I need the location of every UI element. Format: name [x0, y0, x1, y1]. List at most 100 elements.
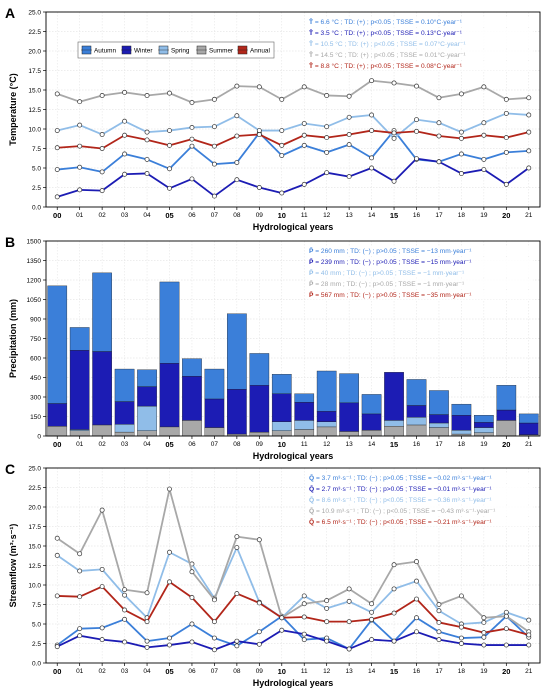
bar-spring-11 — [294, 420, 315, 430]
point-autumn-12 — [324, 149, 330, 155]
bar-autumn-06 — [182, 358, 202, 377]
panel-label: B — [5, 234, 15, 250]
x-tick-label: 12 — [323, 668, 331, 675]
panel-c: 0.0 2.5 5.0 7.5 10.0 12.5 15.0 17.5 20.0 22.5 25.0… — [5, 461, 541, 688]
point-autumn-04 — [144, 156, 150, 162]
point-autumn-18 — [458, 635, 464, 641]
x-tick-label: 15 — [390, 211, 398, 220]
point-summer-15 — [391, 80, 397, 86]
bar-winter-20 — [496, 409, 517, 421]
x-axis: 00 01 02 03 04 05 06 07 08 09 10 11 12 13 14 15 16 17 18 19… — [53, 663, 533, 676]
x-tick-label: 00 — [53, 211, 61, 220]
point-spring-08 — [234, 545, 240, 551]
legend-item-autumn: Autumn — [81, 45, 116, 55]
x-tick-label: 15 — [390, 440, 398, 449]
point-winter-07 — [211, 193, 217, 199]
annotation-variable: Q̄ — [309, 473, 314, 482]
point-spring-15 — [391, 586, 397, 592]
bar-winter-16 — [406, 405, 427, 418]
y-tick-label: 0 — [37, 433, 41, 440]
point-annual-02 — [99, 584, 105, 590]
annotation-line: Q̄ = 10.9 m³·s⁻¹ ; TD: (−) ; p<0.05 ; TS… — [309, 506, 496, 515]
x-axis-label: Hydrological years — [253, 678, 334, 688]
point-summer-20 — [503, 96, 509, 102]
point-summer-04 — [144, 93, 150, 98]
y-tick-label: 25.0 — [28, 465, 41, 472]
x-tick-label: 21 — [525, 441, 533, 448]
point-winter-03 — [122, 639, 128, 645]
bar-winter-04 — [137, 386, 157, 407]
bar-autumn-09 — [249, 353, 270, 386]
point-autumn-03 — [122, 151, 128, 157]
y-tick-label: 1200 — [27, 277, 42, 284]
point-autumn-06 — [189, 621, 195, 627]
point-spring-07 — [211, 124, 217, 130]
annotation-bg — [307, 484, 533, 494]
point-spring-00 — [54, 552, 60, 558]
x-tick-label: 00 — [53, 667, 61, 676]
point-summer-00 — [54, 91, 60, 97]
y-tick-label: 12.5 — [28, 107, 41, 114]
annotation-text: = 28 mm ; TD: (−) ; p>0.05 ; TSSE = −1 m… — [313, 281, 465, 288]
point-winter-21 — [526, 642, 532, 648]
bar-autumn-12 — [316, 370, 337, 412]
point-winter-10 — [279, 627, 285, 633]
series-line-annual — [57, 580, 530, 636]
point-autumn-13 — [346, 142, 352, 148]
series-lines — [54, 78, 532, 200]
point-summer-06 — [189, 100, 195, 105]
point-annual-20 — [503, 626, 509, 632]
point-winter-13 — [346, 174, 352, 180]
point-winter-16 — [414, 629, 419, 635]
y-tick-label: 10.0 — [28, 126, 41, 133]
bar-spring-19 — [474, 427, 494, 433]
y-axis-label: Precipitation (mm) — [8, 299, 18, 378]
point-summer-16 — [414, 559, 419, 565]
point-annual-01 — [77, 594, 83, 600]
point-summer-09 — [256, 537, 262, 543]
y-tick-label: 20.0 — [28, 504, 41, 511]
bar-winter-14 — [361, 413, 382, 431]
point-spring-21 — [526, 112, 532, 118]
bar-spring-17 — [429, 422, 449, 428]
point-winter-06 — [189, 639, 195, 645]
annotation-line: Q̄ = 2.7 m³·s⁻¹ ; TD: (−) ; p>0.05 ; TSS… — [309, 484, 492, 493]
x-tick-label: 12 — [323, 441, 331, 448]
annotation-text: = 239 mm ; TD: (−) ; p>0.05 ; TSSE = −15… — [313, 259, 472, 266]
x-tick-label: 03 — [121, 441, 129, 448]
annotation-bg — [307, 279, 533, 289]
point-spring-05 — [167, 549, 172, 555]
annotation-line: T̄ = 3.5 °C ; TD: (+) ; p<0.05 ; TSSE = … — [309, 28, 463, 37]
point-annual-01 — [77, 143, 83, 149]
point-autumn-06 — [189, 143, 195, 149]
point-summer-14 — [369, 78, 375, 84]
x-axis: 00 01 02 03 04 05 06 07 08 09 10 11 12 13 14 15 16 17 18 19… — [53, 207, 533, 220]
bar-summer-11 — [294, 429, 315, 437]
y-tick-label: 0.0 — [32, 660, 41, 667]
point-spring-03 — [122, 118, 128, 124]
bar-summer-05 — [159, 426, 180, 437]
panel-label: A — [5, 5, 15, 21]
annotation-text: = 567 mm ; TD: (−) ; p>0.05 ; TSSE = −35… — [313, 292, 472, 299]
annotation-text: = 3.7 m³·s⁻¹ ; TD: (−) ; p>0.05 ; TSSE =… — [314, 475, 492, 482]
point-spring-17 — [436, 120, 442, 126]
point-winter-10 — [279, 190, 285, 196]
bar-autumn-08 — [227, 313, 247, 390]
point-spring-21 — [526, 617, 532, 623]
bar-summer-13 — [339, 431, 359, 437]
point-winter-17 — [436, 159, 442, 165]
bar-autumn-14 — [361, 394, 382, 415]
bar-spring-16 — [406, 416, 427, 426]
point-spring-19 — [481, 120, 487, 126]
bar-winter-21 — [518, 422, 539, 435]
bar-summer-09 — [249, 431, 270, 437]
x-tick-label: 20 — [502, 667, 510, 676]
bar-autumn-13 — [339, 373, 359, 404]
x-tick-label: 21 — [525, 668, 533, 675]
panel-label: C — [5, 461, 15, 477]
point-spring-02 — [99, 566, 105, 572]
x-tick-label: 07 — [211, 441, 219, 448]
x-axis-label: Hydrological years — [253, 451, 334, 461]
point-summer-02 — [99, 93, 105, 98]
